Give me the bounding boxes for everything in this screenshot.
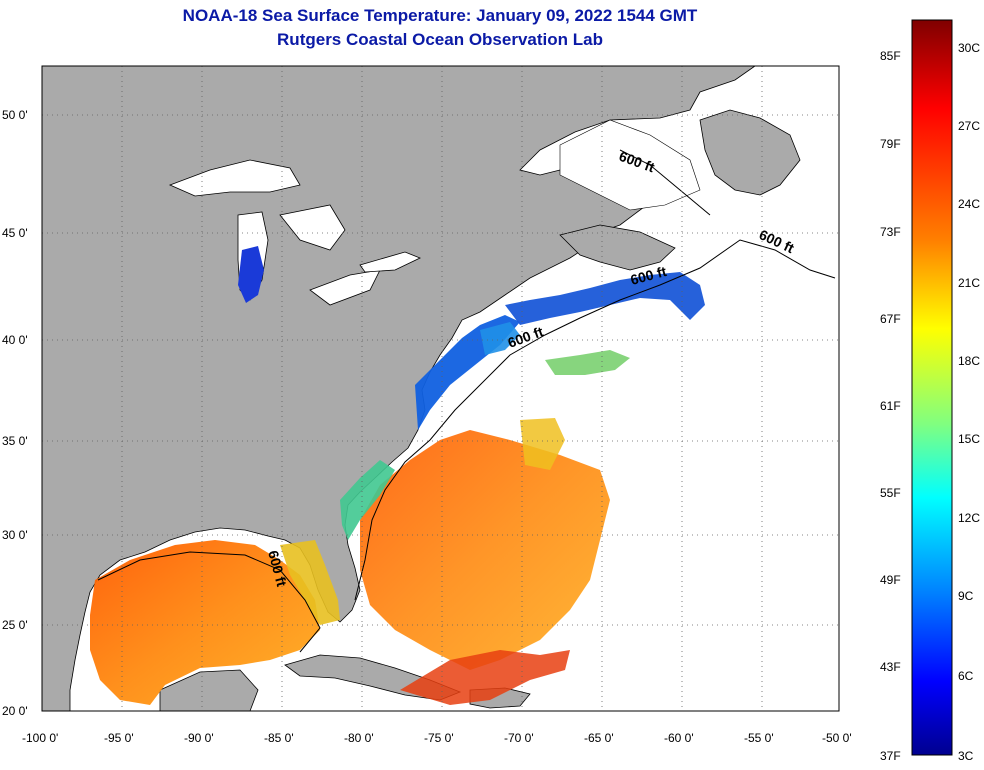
sst-shelf-new-england [505, 272, 705, 325]
lon-tick: -100 0' [22, 731, 58, 745]
land-maritimes [559, 224, 676, 271]
lat-tick: 30 0' [2, 528, 28, 542]
colorbar-f-label: 73F [880, 225, 901, 239]
lon-tick: -70 0' [504, 731, 534, 745]
map-title: NOAA-18 Sea Surface Temperature: January… [182, 6, 698, 25]
land-north-america [41, 65, 757, 712]
colorbar-c-label: 27C [958, 119, 980, 133]
lat-tick: 20 0' [2, 704, 28, 718]
map-border [41, 65, 840, 712]
lon-tick: -65 0' [584, 731, 614, 745]
colorbar-c-label: 24C [958, 197, 980, 211]
colorbar-f-label: 61F [880, 399, 901, 413]
lat-tick: 40 0' [2, 333, 28, 347]
gulf-st-lawrence [559, 119, 701, 211]
sst-florida-shelf [280, 540, 340, 625]
sst-slope-green [545, 350, 630, 375]
colorbar-c-label: 30C [958, 41, 980, 55]
lon-axis: -100 0' -95 0' -90 0' -85 0' -80 0' -75 … [22, 731, 852, 745]
lon-tick: -95 0' [104, 731, 134, 745]
lon-tick: -60 0' [664, 731, 694, 745]
sst-shelf-carolinas [340, 460, 395, 540]
colorbar-c-label: 18C [958, 354, 980, 368]
sst-gulf-of-mexico [90, 540, 320, 705]
sst-georges-bank [480, 322, 520, 355]
colorbar-c-label: 15C [958, 432, 980, 446]
sst-sargasso-yellow [520, 418, 565, 470]
colorbar-c-label: 3C [958, 749, 974, 763]
lon-tick: -90 0' [184, 731, 214, 745]
colorbar [911, 19, 953, 756]
colorbar-f-label: 55F [880, 486, 901, 500]
colorbar-c-label: 21C [958, 276, 980, 290]
sst-atlantic-gulf-stream [360, 430, 610, 670]
colorbar-f-label: 79F [880, 137, 901, 151]
colorbar-f-label: 49F [880, 573, 901, 587]
lon-tick: -50 0' [822, 731, 852, 745]
lon-tick: -55 0' [744, 731, 774, 745]
colorbar-f-label: 43F [880, 660, 901, 674]
lat-tick: 45 0' [2, 226, 28, 240]
colorbar-celsius: 30C 27C 24C 21C 18C 15C 12C 9C 6C 3C [958, 41, 980, 763]
isobath-600ft [97, 149, 836, 653]
lon-tick: -75 0' [424, 731, 454, 745]
lat-tick: 25 0' [2, 618, 28, 632]
great-lakes [168, 159, 421, 306]
colorbar-f-label: 37F [880, 749, 901, 763]
sst-caribbean [400, 650, 570, 705]
colorbar-fahrenheit: 85F 79F 73F 67F 61F 55F 49F 43F 37F [880, 49, 901, 763]
colorbar-f-label: 67F [880, 312, 901, 326]
lon-tick: -85 0' [264, 731, 294, 745]
colorbar-c-label: 12C [958, 511, 980, 525]
lat-axis: 50 0' 45 0' 40 0' 35 0' 30 0' 25 0' 20 0… [2, 108, 28, 718]
colorbar-c-label: 6C [958, 669, 974, 683]
lon-tick: -80 0' [344, 731, 374, 745]
land-newfoundland [699, 109, 801, 196]
colorbar-c-label: 9C [958, 589, 974, 603]
lat-tick: 50 0' [2, 108, 28, 122]
lake-michigan-sst [238, 246, 264, 303]
map-subtitle: Rutgers Coastal Ocean Observation Lab [277, 30, 603, 49]
lat-tick: 35 0' [2, 434, 28, 448]
colorbar-f-label: 85F [880, 49, 901, 63]
